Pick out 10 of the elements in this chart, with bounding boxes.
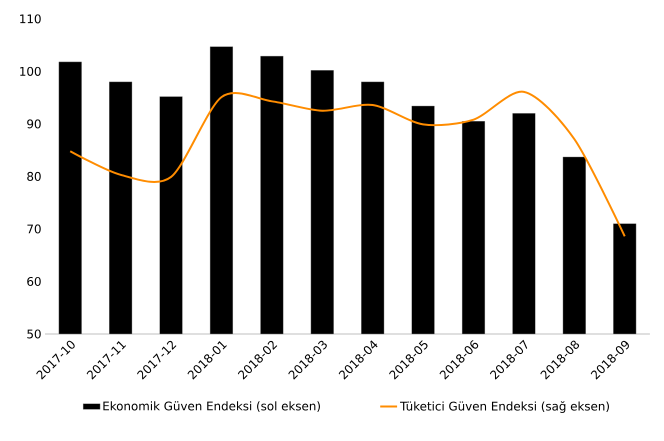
y-tick-label: 50 bbox=[27, 330, 41, 339]
y-tick-label: 60 bbox=[27, 277, 41, 286]
y-tick-label: 80 bbox=[27, 172, 41, 181]
y-tick-label: 110 bbox=[20, 14, 41, 24]
y-tick-label: 100 bbox=[20, 66, 41, 76]
line-series bbox=[69, 90, 626, 238]
legend-label: Tüketici Güven Endeksi (sağ eksen) bbox=[400, 401, 609, 413]
y-tick-label: 90 bbox=[27, 119, 41, 128]
legend-label: Ekonomik Güven Endeksi (sol eksen) bbox=[103, 401, 320, 412]
y-tick-label: 70 bbox=[27, 224, 41, 234]
